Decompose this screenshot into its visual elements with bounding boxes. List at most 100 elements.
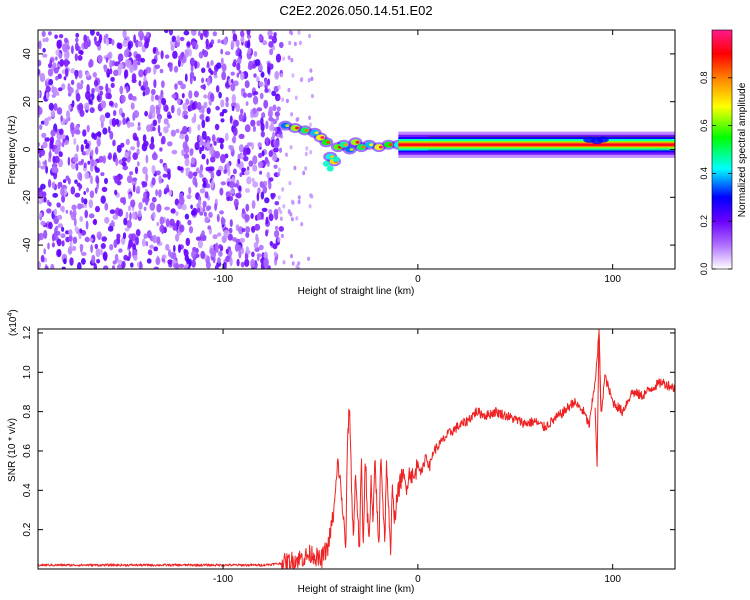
noise-speck [81,159,84,164]
onset-core [369,143,374,147]
noise-speck [245,203,250,212]
onset-blob [326,165,334,172]
noise-speck [201,130,207,140]
noise-speck [50,129,56,137]
noise-speck [285,152,288,157]
noise-speck [118,208,123,217]
noise-speck [94,86,100,92]
noise-speck [74,226,79,233]
noise-speck [88,213,95,219]
noise-speck [308,204,312,209]
noise-speck [235,103,240,113]
noise-speck [108,152,112,160]
noise-speck [176,219,180,227]
noise-speck [167,259,173,265]
noise-speck [265,120,269,130]
noise-speck [164,187,170,193]
noise-speck [189,57,195,67]
noise-speck [75,162,79,171]
noise-speck [219,187,224,196]
noise-speck [169,30,173,36]
noise-speck [149,110,153,116]
noise-speck [244,80,250,89]
noise-speck [106,38,110,46]
noise-speck [259,182,265,188]
noise-speck [193,113,197,122]
noise-speck [142,181,148,188]
noise-speck [151,152,158,161]
noise-speck [108,100,114,107]
noise-speck [133,254,138,261]
noise-speck [138,261,143,269]
noise-speck [230,40,235,50]
noise-speck [210,60,214,66]
noise-speck [104,112,111,119]
noise-speck [210,39,215,45]
noise-speck [214,264,219,269]
noise-speck [156,203,162,213]
noise-speck [59,59,65,67]
noise-speck [172,50,178,59]
noise-speck [73,217,77,227]
noise-speck [187,171,194,179]
noise-speck [68,234,73,242]
noise-speck [100,172,105,177]
noise-speck [201,77,205,84]
noise-speck [39,212,43,218]
noise-speck [185,171,189,177]
noise-speck [200,33,204,41]
noise-speck [61,141,65,148]
noise-speck [155,257,161,266]
noise-speck [104,202,109,211]
noise-speck [64,59,69,65]
snr-line-series [38,329,675,569]
noise-speck [146,258,152,264]
noise-speck [95,131,102,137]
noise-speck [48,151,52,159]
noise-speck [84,102,90,111]
noise-speck [136,148,140,156]
noise-speck [247,92,253,98]
noise-speck [192,171,198,177]
noise-speck [260,191,265,200]
noise-speck [124,69,129,79]
noise-speck [217,257,221,264]
noise-speck [116,259,123,265]
noise-speck [195,167,200,174]
noise-speck [39,72,46,83]
noise-speck [256,107,263,112]
noise-speck [48,78,54,86]
noise-speck [122,232,127,240]
noise-speck [258,81,264,87]
noise-speck [155,189,159,197]
noise-speck [143,206,147,211]
noise-speck [90,149,94,157]
noise-speck [188,90,193,99]
noise-speck [38,160,41,169]
noise-speck [232,135,237,144]
noise-speck [176,107,182,116]
onset-core [361,145,366,149]
noise-speck [218,91,222,99]
noise-speck [95,40,101,47]
noise-speck [244,214,250,222]
noise-speck [175,211,179,216]
bottom-y-tick-label: 1.2 [22,326,33,340]
noise-speck [185,98,190,106]
noise-speck [215,246,219,254]
noise-speck [146,230,152,239]
noise-speck [56,39,62,49]
noise-speck [109,244,114,251]
noise-speck [280,233,284,239]
noise-speck [183,145,190,154]
noise-speck [191,40,197,48]
noise-speck [90,157,95,167]
noise-speck [164,54,170,59]
noise-speck [87,160,91,165]
bottom-y-tick-label: 0.8 [22,404,33,418]
noise-speck [42,38,46,43]
noise-speck [52,192,59,198]
colorbar-ticks: 0.0 0.2 0.4 0.6 0.8 [699,72,732,275]
noise-speck [79,243,84,250]
noise-speck [43,229,48,239]
